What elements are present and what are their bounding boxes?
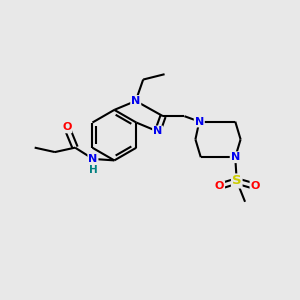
Text: O: O (62, 122, 71, 132)
Text: N: N (195, 116, 204, 127)
Text: N: N (153, 126, 162, 136)
Text: N: N (88, 154, 98, 164)
Text: O: O (250, 181, 260, 191)
Text: H: H (88, 165, 97, 175)
Text: N: N (231, 152, 240, 162)
Text: O: O (215, 181, 224, 191)
Text: N: N (131, 96, 140, 106)
Text: S: S (232, 175, 242, 188)
